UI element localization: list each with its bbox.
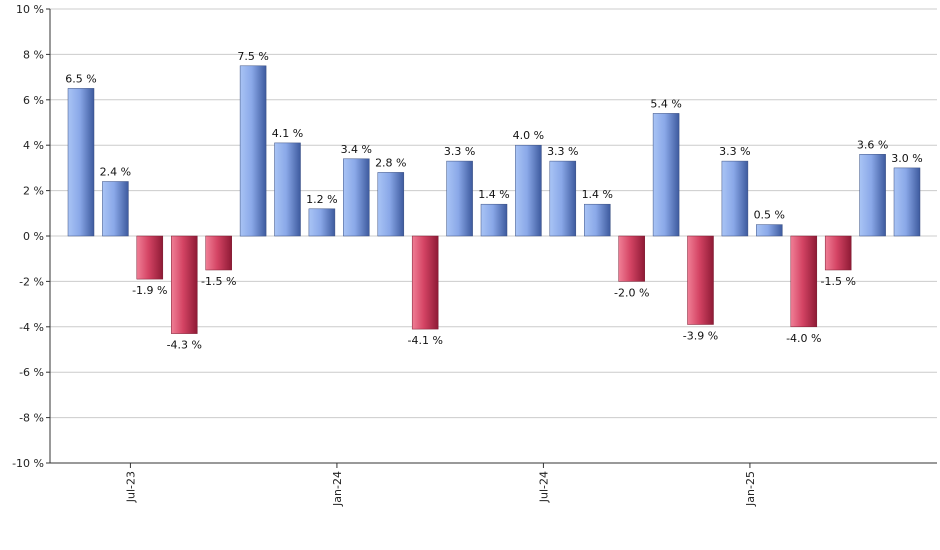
bar bbox=[584, 203, 611, 237]
data-label: 6.5 % bbox=[65, 72, 96, 85]
data-label: 4.1 % bbox=[272, 127, 303, 140]
data-label: 3.3 % bbox=[547, 145, 578, 158]
y-tick-label: -8 % bbox=[19, 412, 44, 425]
data-label: 1.2 % bbox=[306, 193, 337, 206]
y-tick-label: -4 % bbox=[19, 321, 44, 334]
data-label: 7.5 % bbox=[237, 50, 268, 63]
y-tick-label: 0 % bbox=[23, 230, 44, 243]
x-tick-label: Jul-24 bbox=[537, 471, 550, 503]
data-label: -1.5 % bbox=[201, 275, 236, 288]
data-label: 1.4 % bbox=[582, 188, 613, 201]
data-label: 2.8 % bbox=[375, 156, 406, 169]
bar bbox=[893, 167, 921, 237]
data-label: -2.0 % bbox=[614, 286, 649, 299]
x-tick-label: Jul-23 bbox=[124, 471, 137, 503]
data-label: 1.4 % bbox=[478, 188, 509, 201]
bar bbox=[756, 224, 783, 237]
data-label: -1.5 % bbox=[820, 275, 855, 288]
bar bbox=[377, 172, 405, 237]
bar bbox=[618, 235, 645, 282]
bar bbox=[67, 88, 95, 237]
bar bbox=[274, 142, 301, 237]
x-axis: Jul-23 Jan-24 Jul-24 Jan-25 bbox=[50, 462, 937, 507]
data-label: -1.9 % bbox=[132, 284, 167, 297]
bar bbox=[790, 235, 818, 328]
bar bbox=[652, 113, 680, 237]
data-label: 3.4 % bbox=[341, 143, 372, 156]
bar bbox=[687, 235, 714, 325]
data-label: 5.4 % bbox=[650, 97, 681, 110]
data-label: 0.5 % bbox=[754, 209, 785, 222]
data-label: 3.0 % bbox=[891, 152, 922, 165]
bar bbox=[446, 160, 473, 237]
bar bbox=[824, 235, 852, 271]
y-tick-label: 8 % bbox=[23, 48, 44, 61]
bar bbox=[308, 208, 336, 237]
y-tick-label: -2 % bbox=[19, 275, 44, 288]
bar bbox=[171, 235, 198, 334]
data-labels: 6.5 % 2.4 % -1.9 % -4.3 % -1.5 % 7.5 % 4.1 % 1.… bbox=[65, 50, 922, 352]
y-axis: 10 % 8 % 6 % 4 % 2 % 0 % -2 % -4 % -6 % -8 % -10 % bbox=[12, 3, 51, 470]
data-label: -4.1 % bbox=[407, 334, 442, 347]
bar bbox=[721, 160, 749, 237]
y-tick-label: 2 % bbox=[23, 185, 44, 198]
y-tick-label: -10 % bbox=[12, 457, 44, 470]
bar bbox=[480, 203, 508, 237]
data-label: -4.3 % bbox=[167, 339, 202, 352]
data-label: 3.3 % bbox=[719, 145, 750, 158]
data-label: 3.3 % bbox=[444, 145, 475, 158]
bars bbox=[67, 65, 921, 334]
bar bbox=[515, 144, 542, 237]
y-tick-label: 6 % bbox=[23, 94, 44, 107]
data-label: -3.9 % bbox=[683, 330, 718, 343]
bar bbox=[859, 154, 886, 237]
y-tick-label: 4 % bbox=[23, 139, 44, 152]
y-tick-label: 10 % bbox=[16, 3, 44, 16]
data-label: 4.0 % bbox=[513, 129, 544, 142]
y-tick-label: -6 % bbox=[19, 366, 44, 379]
bar bbox=[102, 181, 129, 237]
x-tick-label: Jan-24 bbox=[331, 471, 344, 507]
bar bbox=[136, 235, 164, 280]
data-label: 2.4 % bbox=[100, 166, 131, 179]
data-label: 3.6 % bbox=[857, 138, 888, 151]
bar bbox=[549, 160, 577, 237]
bar bbox=[343, 158, 370, 237]
bar bbox=[239, 65, 267, 237]
bar bbox=[205, 235, 232, 271]
bar bbox=[411, 235, 439, 330]
data-label: -4.0 % bbox=[786, 332, 821, 345]
x-tick-label: Jan-25 bbox=[744, 471, 757, 507]
